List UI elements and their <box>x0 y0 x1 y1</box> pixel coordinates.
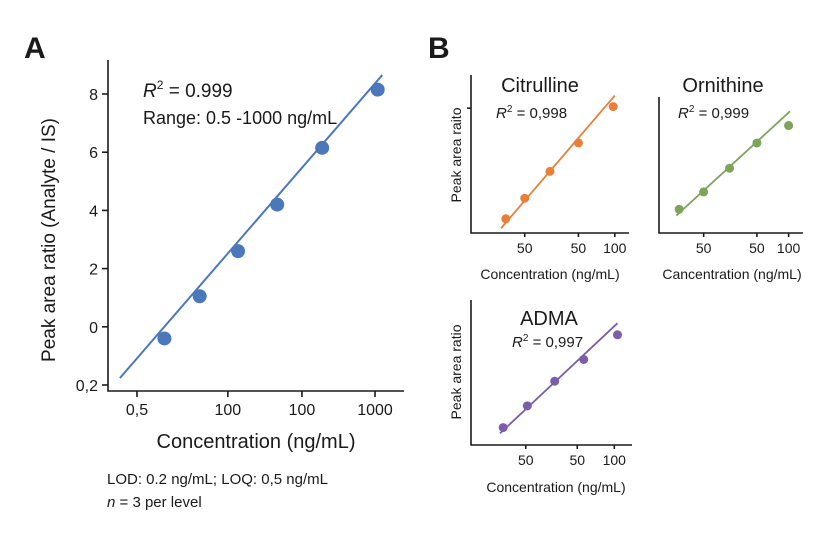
A-ytick-label: 2 <box>89 262 98 279</box>
panel-a-xlabel: Concentration (ng/mL) <box>157 431 356 453</box>
citrulline-data-point <box>608 102 618 112</box>
panel-a-ylabel: Peak area ratio (Analyte / IS) <box>39 118 60 362</box>
A-ytick-label: 0 <box>89 320 98 337</box>
adma-title: ADMA <box>520 308 578 330</box>
citrulline-r2: R2 = 0,998 <box>496 104 567 122</box>
A-ytick-label: 0,2 <box>76 378 98 395</box>
ornithine-fit-line <box>675 110 791 217</box>
citrulline-data-point <box>501 214 511 224</box>
A-xtick-label: 100 <box>289 402 316 419</box>
ornithine-data-point <box>725 163 735 173</box>
A-axes <box>107 60 404 392</box>
panel-a-range: Range: 0.5 -1000 ng/mL <box>143 108 337 128</box>
citrulline-fit-line <box>500 94 616 229</box>
citrulline-xtick-label: 50 <box>517 240 533 256</box>
A-fit-line <box>119 74 383 379</box>
panel-label-b: B <box>428 32 450 65</box>
adma-ylabel: Peak area ratio <box>448 324 464 419</box>
panel-a-note-lod: LOD: 0.2 ng/mL; LOQ: 0,5 ng/mL <box>107 471 328 488</box>
A-xtick-label: 0,5 <box>126 402 148 419</box>
ornithine-data-point <box>784 121 794 131</box>
ornithine-r2: R2 = 0,999 <box>678 104 749 122</box>
A-ytick-label: 4 <box>89 203 98 220</box>
A-data-point <box>192 289 207 304</box>
ornithine-xlabel: Cancentration (ng/mL) <box>662 266 801 282</box>
A-ytick-label: 8 <box>89 87 98 104</box>
A-data-point <box>231 244 246 259</box>
adma-xtick-label: 50 <box>518 452 534 468</box>
panel-label-a: A <box>24 32 46 65</box>
ornithine-xtick-label: 50 <box>696 240 712 256</box>
adma-data-point <box>498 423 508 433</box>
citrulline-data-point <box>545 166 555 176</box>
adma-data-point <box>613 330 623 340</box>
A-data-point <box>270 197 285 212</box>
adma-axes <box>470 300 632 446</box>
A-data-point <box>370 82 385 97</box>
citrulline-title: Citrulline <box>501 75 579 97</box>
citrulline-axes <box>470 75 629 234</box>
ornithine-data-point <box>699 187 709 197</box>
A-data-point <box>315 140 330 155</box>
A-data-point <box>157 331 172 346</box>
adma-xtick-label: 100 <box>603 452 627 468</box>
ornithine-xtick-label: 50 <box>749 240 765 256</box>
citrulline-xlabel: Concentration (ng/mL) <box>480 266 619 282</box>
citrulline-xtick-label: 50 <box>571 240 587 256</box>
ornithine-title: Ornithine <box>682 75 763 97</box>
adma-r2: R2 = 0,997 <box>512 333 583 351</box>
ornithine-xtick-label: 100 <box>777 240 801 256</box>
citrulline-ylabel: Peak area raito <box>448 107 464 202</box>
adma-xlabel: Concentration (ng/mL) <box>486 479 625 495</box>
adma-data-point <box>579 354 589 364</box>
citrulline-data-point <box>573 138 583 148</box>
ornithine-data-point <box>674 204 684 214</box>
A-ytick-label: 6 <box>89 145 98 162</box>
adma-xtick-label: 50 <box>569 452 585 468</box>
citrulline-xtick-label: 100 <box>603 240 627 256</box>
citrulline-data-point <box>520 193 530 203</box>
adma-data-point <box>550 376 560 386</box>
A-xtick-label: 100 <box>214 402 241 419</box>
A-xtick-label: 1000 <box>357 402 393 419</box>
panel-a-r2: R2 = 0.999 <box>143 78 233 102</box>
ornithine-axes <box>658 97 803 234</box>
ornithine-data-point <box>752 138 762 148</box>
panel-a-note-n: n = 3 per level <box>107 494 202 511</box>
adma-data-point <box>522 401 532 411</box>
adma-fit-line <box>499 322 619 435</box>
